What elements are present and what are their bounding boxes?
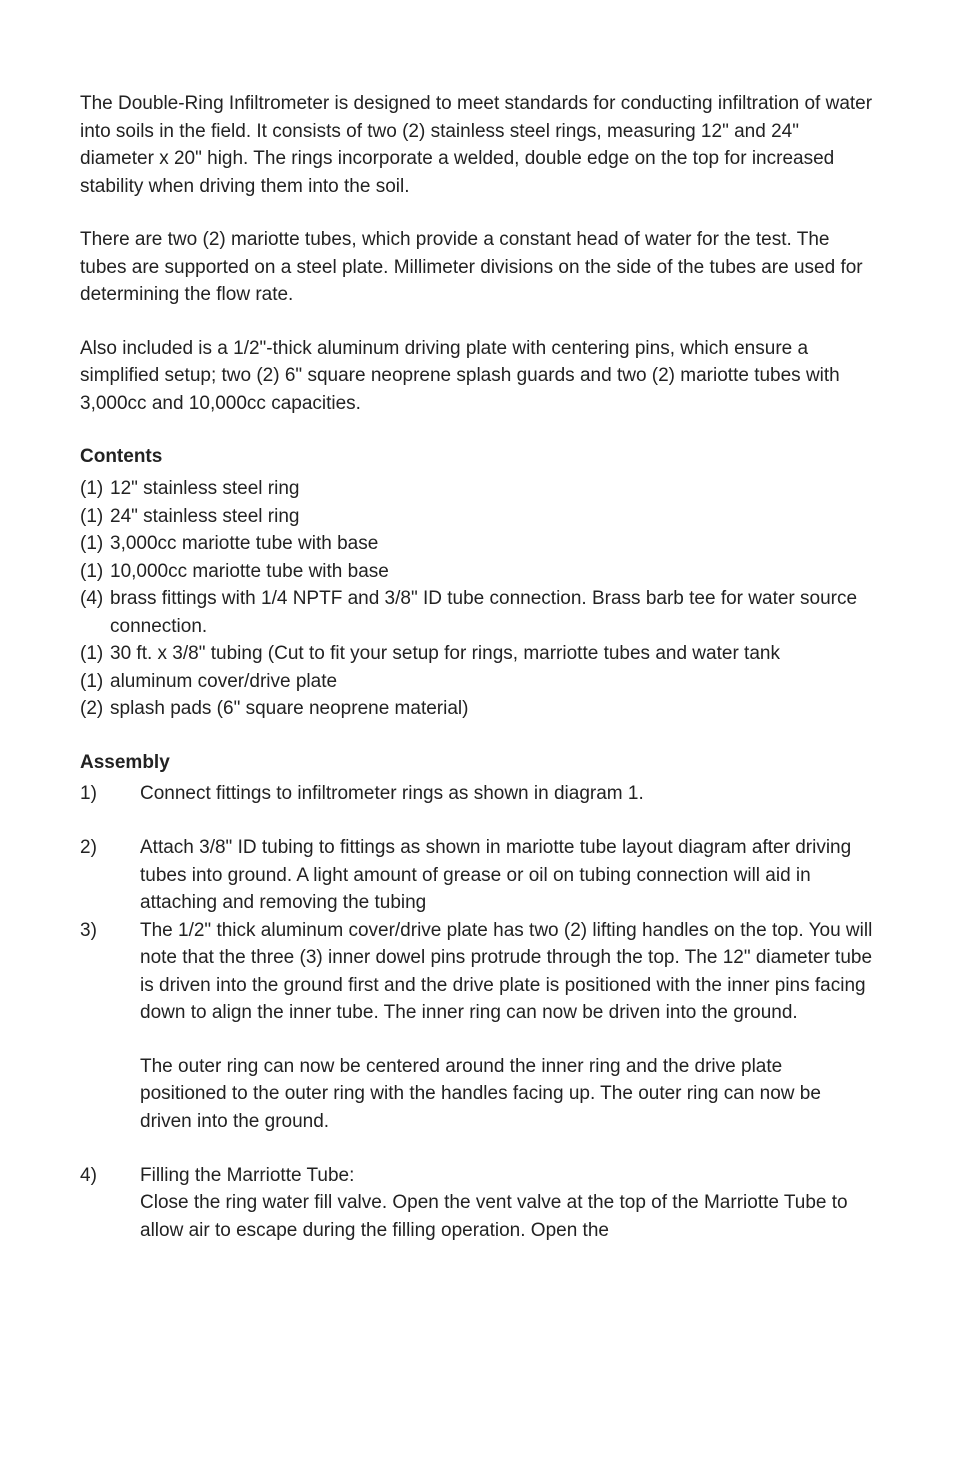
item-text: 10,000cc mariotte tube with base xyxy=(110,558,874,586)
spacer xyxy=(80,1136,874,1162)
list-item: (4) brass fittings with 1/4 NPTF and 3/8… xyxy=(80,585,874,640)
step-number: 2) xyxy=(80,834,140,862)
item-text: 24" stainless steel ring xyxy=(110,503,874,531)
intro-paragraph-1: The Double-Ring Infiltrometer is designe… xyxy=(80,90,874,200)
step-text: Connect fittings to infiltrometer rings … xyxy=(140,780,874,808)
assembly-step: 1) Connect fittings to infiltrometer rin… xyxy=(80,780,874,808)
step-text: Close the ring water fill valve. Open th… xyxy=(140,1192,848,1241)
list-item: (1) 3,000cc mariotte tube with base xyxy=(80,530,874,558)
item-qty: (1) xyxy=(80,475,110,503)
step-sub-paragraph: The outer ring can now be centered aroun… xyxy=(140,1053,874,1136)
item-qty: (4) xyxy=(80,585,110,613)
assembly-step: 3) The 1/2" thick aluminum cover/drive p… xyxy=(80,917,874,1136)
step-number: 3) xyxy=(80,917,140,945)
spacer xyxy=(80,808,874,834)
contents-heading: Contents xyxy=(80,443,874,471)
list-item: (1) aluminum cover/drive plate xyxy=(80,668,874,696)
item-text: aluminum cover/drive plate xyxy=(110,668,874,696)
item-qty: (1) xyxy=(80,503,110,531)
list-item: (1) 10,000cc mariotte tube with base xyxy=(80,558,874,586)
assembly-heading: Assembly xyxy=(80,749,874,777)
item-text: 3,000cc mariotte tube with base xyxy=(110,530,874,558)
item-text: 30 ft. x 3/8" tubing (Cut to fit your se… xyxy=(110,640,874,668)
step-body: Filling the Marriotte Tube: Close the ri… xyxy=(140,1162,874,1245)
step-number: 4) xyxy=(80,1162,140,1190)
item-qty: (1) xyxy=(80,640,110,668)
intro-paragraph-3: Also included is a 1/2"-thick aluminum d… xyxy=(80,335,874,418)
item-text: brass fittings with 1/4 NPTF and 3/8" ID… xyxy=(110,585,874,640)
item-qty: (1) xyxy=(80,668,110,696)
list-item: (1) 30 ft. x 3/8" tubing (Cut to fit you… xyxy=(80,640,874,668)
step-text: Attach 3/8" ID tubing to fittings as sho… xyxy=(140,834,874,917)
list-item: (1) 24" stainless steel ring xyxy=(80,503,874,531)
item-qty: (1) xyxy=(80,558,110,586)
item-text: 12" stainless steel ring xyxy=(110,475,874,503)
step-text-part: The 1/2" thick aluminum cover/drive plat… xyxy=(140,920,872,1024)
assembly-step: 2) Attach 3/8" ID tubing to fittings as … xyxy=(80,834,874,917)
item-qty: (2) xyxy=(80,695,110,723)
assembly-list: 1) Connect fittings to infiltrometer rin… xyxy=(80,780,874,1244)
item-qty: (1) xyxy=(80,530,110,558)
list-item: (1) 12" stainless steel ring xyxy=(80,475,874,503)
list-item: (2) splash pads (6" square neoprene mate… xyxy=(80,695,874,723)
assembly-step: 4) Filling the Marriotte Tube: Close the… xyxy=(80,1162,874,1245)
step-text: The 1/2" thick aluminum cover/drive plat… xyxy=(140,917,874,1136)
item-text: splash pads (6" square neoprene material… xyxy=(110,695,874,723)
step-number: 1) xyxy=(80,780,140,808)
step-title: Filling the Marriotte Tube: xyxy=(140,1165,354,1186)
document-page: The Double-Ring Infiltrometer is designe… xyxy=(0,0,954,1475)
contents-list: (1) 12" stainless steel ring (1) 24" sta… xyxy=(80,475,874,723)
intro-paragraph-2: There are two (2) mariotte tubes, which … xyxy=(80,226,874,309)
